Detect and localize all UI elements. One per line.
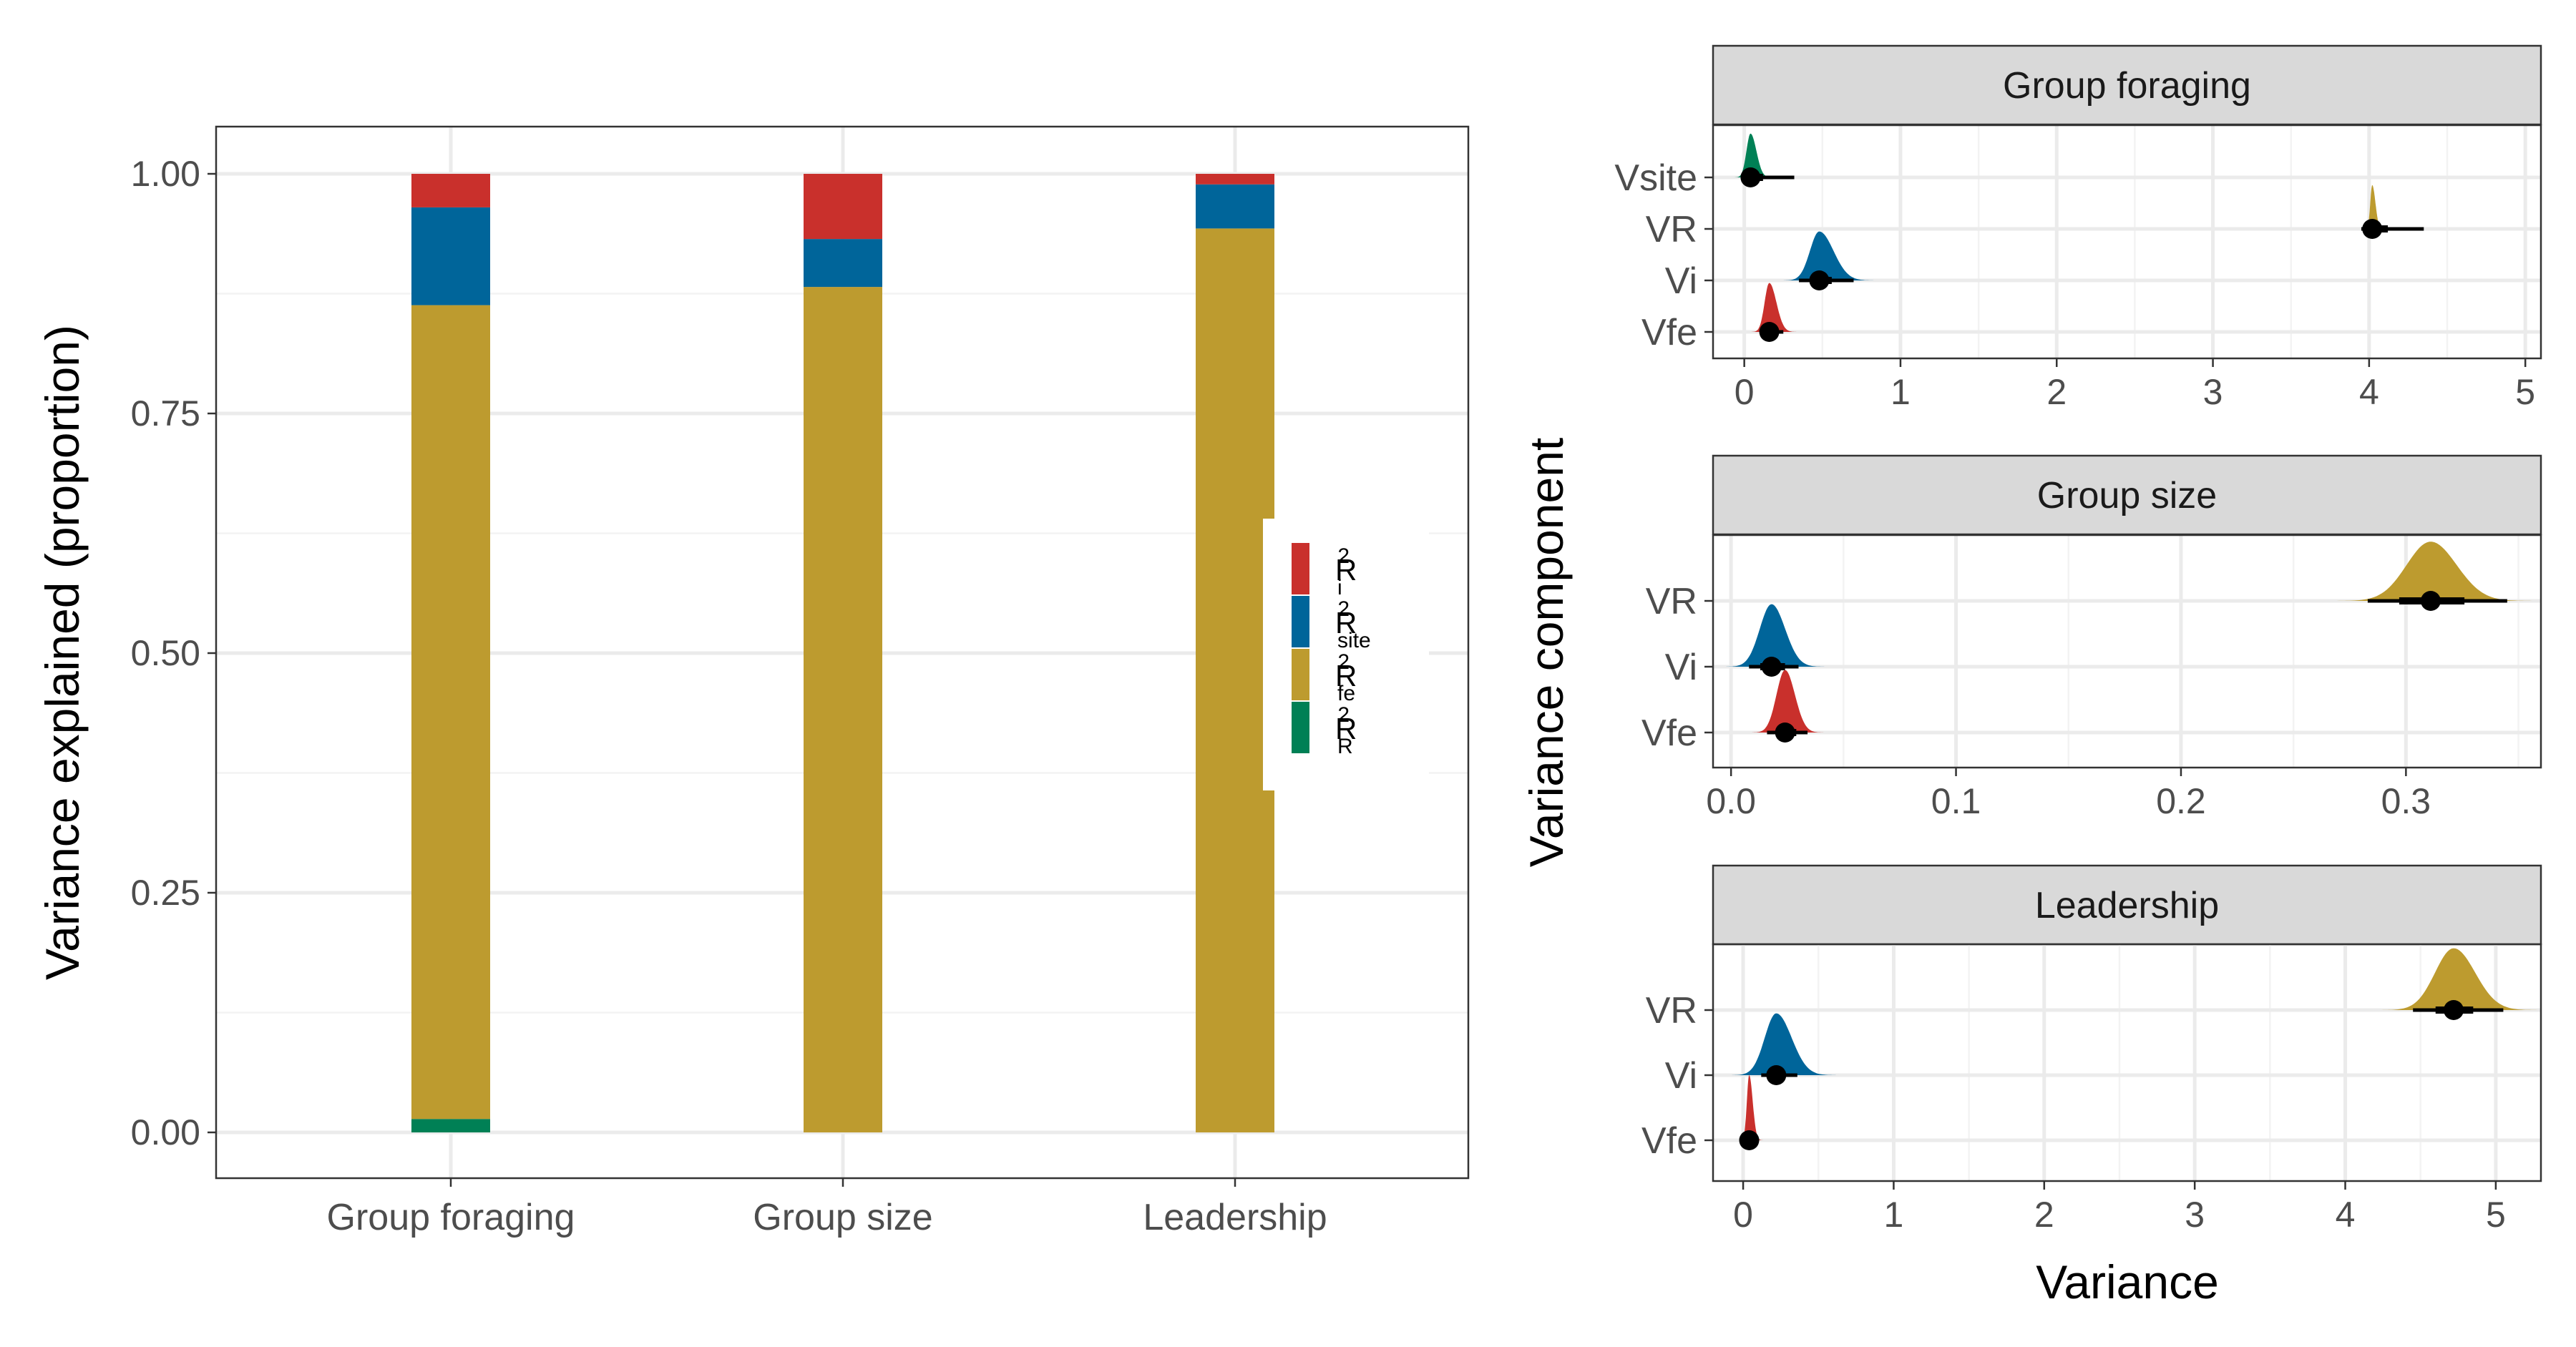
- point-estimate: [2420, 591, 2441, 611]
- x-tick-label: 0: [1733, 1195, 1753, 1235]
- point-estimate: [1766, 1065, 1787, 1085]
- x-tick-label: 0: [1735, 372, 1755, 412]
- y-tick-label: Vi: [1665, 647, 1697, 688]
- y-tick-label: VR: [1646, 990, 1697, 1032]
- y-tick-label: VR: [1646, 209, 1697, 250]
- legend-swatch-r2-R: [1292, 702, 1309, 753]
- density-vsite: [1734, 133, 1775, 177]
- point-estimate: [1739, 1130, 1760, 1150]
- bar-segment-r2-fe: [411, 305, 490, 1120]
- legend-swatch-r2-site: [1292, 596, 1309, 647]
- facet-group-foraging: Group foraging Vsite VR Vi Vfe 0 1 2 3 4 5: [1614, 44, 2542, 412]
- bar-segment-r2-i: [411, 174, 490, 207]
- x-tick-label: Group foraging: [327, 1197, 575, 1238]
- bar-segment-r2-site: [1196, 184, 1274, 229]
- legend-label: R2 i: [1335, 544, 1357, 599]
- y-tick-label: VR: [1646, 581, 1697, 622]
- density-vfe: [1740, 1075, 1764, 1140]
- bar-segment-r2-R: [411, 1119, 490, 1132]
- density-vfe: [1750, 670, 1825, 733]
- x-tick-label: 3: [2185, 1195, 2205, 1235]
- y-tick-label: 0.25: [131, 873, 200, 913]
- x-tick-label: 0.0: [1706, 781, 1756, 821]
- y-tick-label: Vi: [1665, 1055, 1697, 1097]
- y-tick-label: Vsite: [1614, 157, 1697, 199]
- density-vi: [1782, 231, 1876, 280]
- facet-strip: [1712, 864, 2542, 946]
- y-tick-label: Vfe: [1641, 1120, 1697, 1162]
- y-tick-label: Vi: [1665, 260, 1697, 302]
- x-tick-label: 0.2: [2156, 781, 2206, 821]
- y-tick-label: Vfe: [1641, 712, 1697, 754]
- legend-swatch-r2-fe: [1292, 649, 1309, 700]
- bar-segment-r2-i: [804, 174, 882, 240]
- x-tick-label: 5: [2515, 372, 2535, 412]
- facet-strip: [1712, 44, 2542, 126]
- legend-label: R2 R: [1335, 703, 1357, 758]
- y-tick-label: 1.00: [131, 154, 200, 194]
- density-vi: [1730, 1013, 1838, 1075]
- x-tick-label: Group size: [753, 1197, 932, 1238]
- bar-y-axis-title: Variance explained (proportion): [36, 325, 89, 980]
- x-tick-label: 2: [2034, 1195, 2054, 1235]
- bar-segment-r2-fe: [804, 287, 882, 1132]
- bar-segment-r2-i: [1196, 174, 1274, 185]
- x-tick-label: Leadership: [1143, 1197, 1327, 1238]
- legend-swatch-r2-i: [1292, 543, 1309, 594]
- facet-leadership: Leadership VR Vi Vfe 0 1 2 3 4 5: [1641, 864, 2542, 1235]
- bar-stacks: [411, 174, 1274, 1132]
- variance-facets: Group foraging Vsite VR Vi Vfe 0 1 2 3 4 5 Group si…: [1614, 44, 2542, 1235]
- density-vfe: [1750, 283, 1798, 332]
- density-vr: [2379, 948, 2540, 1010]
- point-estimate: [2362, 219, 2383, 239]
- facet-panel-border: [1712, 943, 2542, 1182]
- facet-y-axis-title: Variance component: [1520, 438, 1573, 867]
- legend-label: R2 fe: [1335, 650, 1357, 705]
- density-vr: [2334, 542, 2535, 601]
- point-estimate: [1775, 723, 1795, 743]
- legend-label: R2 site: [1335, 597, 1371, 652]
- point-estimate: [1740, 167, 1761, 187]
- facet-strip: [1712, 454, 2542, 536]
- facet-title: Group foraging: [2003, 65, 2251, 107]
- density-vi: [1724, 604, 1826, 667]
- point-estimate: [1759, 322, 1780, 342]
- facet-title: Leadership: [2035, 885, 2219, 926]
- point-estimate: [1809, 270, 1830, 290]
- bar-segment-r2-site: [804, 239, 882, 288]
- point-estimate: [1761, 657, 1782, 677]
- x-tick-label: 4: [2336, 1195, 2356, 1235]
- facet-panel-border: [1712, 124, 2542, 360]
- x-tick-label: 4: [2359, 372, 2379, 412]
- y-tick-label: 0.00: [131, 1112, 200, 1152]
- density-vr: [2364, 185, 2385, 229]
- x-tick-label: 0.3: [2381, 781, 2431, 821]
- x-tick-label: 0.1: [1931, 781, 1981, 821]
- facet-panel-border: [1712, 534, 2542, 769]
- x-tick-label: 1: [1884, 1195, 1904, 1235]
- legend-background: [1263, 519, 1429, 790]
- x-tick-label: 3: [2203, 372, 2223, 412]
- x-tick-label: 2: [2046, 372, 2067, 412]
- y-tick-label: Vfe: [1641, 312, 1697, 353]
- x-tick-label: 1: [1890, 372, 1911, 412]
- x-tick-label: 5: [2486, 1195, 2506, 1235]
- facet-x-axis-title: Variance: [2036, 1255, 2219, 1308]
- bar-segment-r2-fe: [1196, 228, 1274, 1132]
- point-estimate: [2443, 1000, 2464, 1020]
- y-tick-label: 0.75: [131, 393, 200, 434]
- bar-segment-r2-site: [411, 207, 490, 305]
- y-tick-label: 0.50: [131, 633, 200, 673]
- stacked-bar-panel: 0.00 0.25 0.50 0.75 1.00 Group foraging Group …: [36, 125, 1470, 1238]
- facet-title: Group size: [2037, 475, 2217, 516]
- bar-axes: 0.00 0.25 0.50 0.75 1.00 Group foraging Group …: [131, 154, 1327, 1238]
